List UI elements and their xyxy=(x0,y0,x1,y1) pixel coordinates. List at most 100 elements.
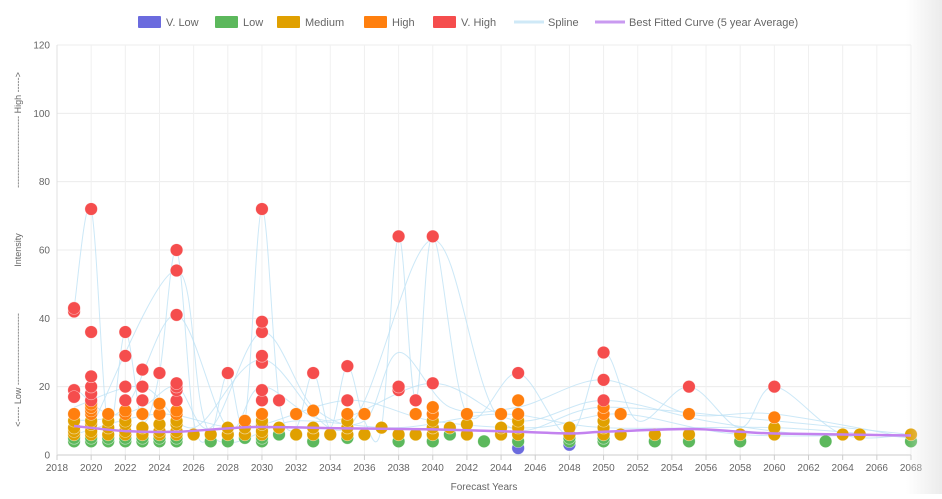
point-v-high[interactable] xyxy=(340,393,354,407)
point-v-high[interactable] xyxy=(118,393,132,407)
point-v-high[interactable] xyxy=(340,359,354,373)
point-v-high[interactable] xyxy=(511,366,525,380)
legend-item-medium[interactable]: Medium xyxy=(277,16,344,29)
point-high[interactable] xyxy=(426,400,440,414)
axes: 2018 2020 2022 2024 2026 2028 2030 2032 2034 2036… xyxy=(33,41,922,475)
legend-swatch xyxy=(215,16,238,28)
point-medium[interactable] xyxy=(204,427,218,442)
y-axis-title: <----- Low ------------------------ Inte… xyxy=(13,72,23,427)
spline-line-2 xyxy=(73,314,912,437)
point-v-high[interactable] xyxy=(255,349,269,363)
point-medium[interactable] xyxy=(562,421,577,435)
point-high[interactable] xyxy=(255,407,269,421)
point-v-high[interactable] xyxy=(596,393,611,407)
x-tick-label: 2058 xyxy=(729,463,752,474)
point-v-high[interactable] xyxy=(84,369,98,384)
point-medium[interactable] xyxy=(648,427,662,442)
point-v-high[interactable] xyxy=(392,380,406,394)
point-v-high[interactable] xyxy=(392,229,406,243)
point-v-high[interactable] xyxy=(255,383,269,397)
y-axis-title-low: <----- Low ------------------------ xyxy=(13,313,23,427)
point-v-high[interactable] xyxy=(767,380,781,394)
point-v-high[interactable] xyxy=(426,376,440,390)
legend-swatch xyxy=(277,16,300,28)
point-v-high[interactable] xyxy=(682,380,696,394)
point-high[interactable] xyxy=(614,407,628,421)
legend-item-spline[interactable]: Spline xyxy=(514,17,579,29)
point-high[interactable] xyxy=(511,407,525,421)
point-high[interactable] xyxy=(238,414,252,428)
point-high[interactable] xyxy=(682,407,696,421)
point-v-high[interactable] xyxy=(135,380,149,394)
point-high[interactable] xyxy=(289,407,303,421)
point-medium[interactable] xyxy=(733,427,747,442)
point-high[interactable] xyxy=(306,403,320,418)
legend-item-low[interactable]: Low xyxy=(215,16,263,29)
point-v-high[interactable] xyxy=(596,345,611,360)
point-high[interactable] xyxy=(135,407,149,421)
point-v-high[interactable] xyxy=(169,376,184,390)
point-low[interactable] xyxy=(477,434,491,448)
legend-label: V. High xyxy=(461,17,496,29)
x-tick-label: 2048 xyxy=(558,463,581,474)
spline-line-5 xyxy=(73,239,912,435)
x-tick-label: 2026 xyxy=(183,463,206,474)
point-v-high[interactable] xyxy=(169,243,184,257)
point-v-high[interactable] xyxy=(152,366,167,380)
y-tick-label: 0 xyxy=(44,451,50,462)
point-high[interactable] xyxy=(67,407,81,421)
legend-label: High xyxy=(392,17,415,29)
legend-item-v-high[interactable]: V. High xyxy=(433,16,496,29)
point-high[interactable] xyxy=(460,407,474,421)
x-tick-label: 2036 xyxy=(353,463,376,474)
x-tick-label: 2068 xyxy=(900,463,923,474)
point-v-high[interactable] xyxy=(118,325,132,339)
point-v-high[interactable] xyxy=(409,393,423,407)
point-high[interactable] xyxy=(152,397,167,411)
legend: V. Low Low Medium High V. High Spline Best Fit… xyxy=(138,16,798,29)
y-tick-label: 40 xyxy=(39,314,51,325)
x-tick-label: 2056 xyxy=(695,463,718,474)
point-v-high[interactable] xyxy=(118,349,132,363)
point-high[interactable] xyxy=(494,407,508,421)
point-v-high[interactable] xyxy=(272,393,286,407)
x-tick-label: 2054 xyxy=(661,463,684,474)
point-medium[interactable] xyxy=(323,427,337,442)
point-v-high[interactable] xyxy=(255,202,269,216)
x-tick-label: 2020 xyxy=(80,463,103,474)
point-v-high[interactable] xyxy=(221,366,235,380)
legend-item-high[interactable]: High xyxy=(364,16,415,29)
point-high[interactable] xyxy=(340,407,354,421)
point-high[interactable] xyxy=(767,410,781,425)
legend-item-best-fitted-curve-5-year-average[interactable]: Best Fitted Curve (5 year Average) xyxy=(595,17,798,29)
x-tick-label: 2042 xyxy=(456,463,479,474)
point-v-high[interactable] xyxy=(84,325,98,339)
legend-item-v-low[interactable]: V. Low xyxy=(138,16,199,29)
point-v-high[interactable] xyxy=(169,308,184,322)
point-medium[interactable] xyxy=(357,427,372,442)
point-v-high[interactable] xyxy=(84,202,98,216)
point-high[interactable] xyxy=(101,407,115,421)
point-v-high[interactable] xyxy=(67,390,81,404)
point-v-high[interactable] xyxy=(135,362,149,377)
point-v-high[interactable] xyxy=(596,373,611,387)
spline-lines xyxy=(73,205,912,444)
legend-swatch xyxy=(364,16,387,28)
point-v-high[interactable] xyxy=(306,366,320,380)
point-v-high[interactable] xyxy=(135,393,149,407)
point-v-high[interactable] xyxy=(255,315,269,329)
y-tick-label: 60 xyxy=(39,246,51,257)
point-v-high[interactable] xyxy=(67,301,81,315)
point-medium[interactable] xyxy=(289,427,303,442)
point-v-high[interactable] xyxy=(169,263,184,278)
x-tick-label: 2022 xyxy=(114,463,137,474)
point-high[interactable] xyxy=(409,407,423,421)
point-low[interactable] xyxy=(818,434,833,448)
point-high[interactable] xyxy=(357,407,372,421)
point-v-high[interactable] xyxy=(426,229,440,243)
point-medium[interactable] xyxy=(443,421,457,435)
point-v-high[interactable] xyxy=(118,380,132,394)
point-high[interactable] xyxy=(511,393,525,407)
x-tick-label: 2066 xyxy=(866,463,889,474)
